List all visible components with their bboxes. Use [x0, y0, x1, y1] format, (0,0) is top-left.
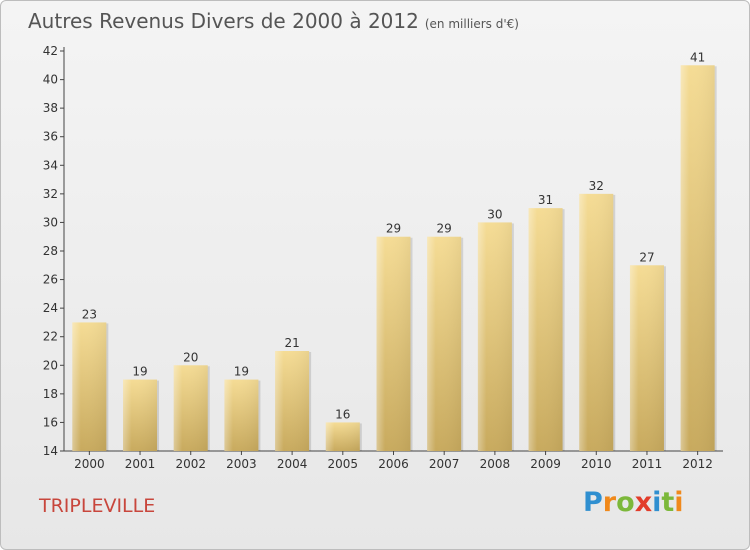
bar-highlight	[325, 422, 360, 451]
value-label-2012: 41	[690, 50, 705, 64]
y-tick-label: 42	[43, 44, 58, 58]
y-tick-label: 36	[43, 130, 58, 144]
value-label-2009: 31	[538, 193, 553, 207]
x-tick-label-2007: 2007	[429, 457, 460, 471]
bar-highlight	[275, 351, 310, 451]
bar-highlight	[224, 379, 259, 451]
y-tick-label: 16	[43, 415, 58, 429]
x-tick-label-2001: 2001	[125, 457, 156, 471]
bars	[72, 65, 717, 452]
town-name: TRIPLEVILLE	[39, 495, 156, 517]
x-tick-label-2004: 2004	[277, 457, 308, 471]
bar-highlight	[123, 379, 158, 451]
value-label-2006: 29	[386, 222, 401, 236]
y-tick-label: 38	[43, 101, 58, 115]
bar-highlight	[173, 365, 208, 451]
x-tick-label-2003: 2003	[226, 457, 257, 471]
value-label-2003: 19	[234, 365, 249, 379]
proxiti-logo[interactable]: Proxiti	[583, 487, 684, 518]
y-tick-label: 18	[43, 387, 58, 401]
logo-letter: x	[634, 487, 653, 518]
x-tick-label-2002: 2002	[175, 457, 206, 471]
y-tick-label: 20	[43, 358, 58, 372]
value-label-2000: 23	[82, 307, 97, 321]
y-tick-label: 28	[43, 244, 58, 258]
bar-highlight	[376, 236, 411, 451]
logo-letter: o	[616, 487, 635, 518]
y-tick-label: 14	[43, 444, 58, 458]
logo-letter: i	[674, 487, 684, 518]
y-tick-label: 30	[43, 215, 58, 229]
x-tick-label-2009: 2009	[530, 457, 561, 471]
x-tick-label-2010: 2010	[581, 457, 612, 471]
bar-highlight	[629, 265, 664, 451]
value-label-2010: 32	[589, 179, 604, 193]
value-labels: 23 2000 19 2001 20 2002 19 2003 21 2004 16 2005 29 20…	[74, 50, 713, 471]
bar-highlight	[477, 222, 512, 451]
x-tick-label-2011: 2011	[632, 457, 663, 471]
bar-highlight	[528, 208, 563, 451]
y-tick-label: 22	[43, 330, 58, 344]
value-label-2011: 27	[639, 250, 654, 264]
logo-letter: P	[583, 487, 603, 518]
x-tick-label-2006: 2006	[378, 457, 409, 471]
y-tick-label: 34	[43, 158, 58, 172]
x-tick-label-2012: 2012	[682, 457, 713, 471]
chart-title: Autres Revenus Divers de 2000 à 2012 (en …	[28, 9, 519, 33]
subtitle-text: (en milliers d'€)	[424, 17, 519, 31]
value-label-2005: 16	[335, 407, 350, 421]
x-tick-label-2005: 2005	[328, 457, 359, 471]
x-tick-label-2008: 2008	[480, 457, 511, 471]
value-label-2002: 20	[183, 350, 198, 364]
bar-highlight	[579, 193, 614, 451]
value-label-2001: 19	[132, 365, 147, 379]
value-label-2008: 30	[487, 207, 502, 221]
bar-highlight	[72, 322, 107, 451]
y-tick-label: 32	[43, 187, 58, 201]
value-label-2007: 29	[437, 222, 452, 236]
axes: 14 16 18 20 22 24 26 28 30 32 34 36 38 40 42	[43, 44, 723, 458]
x-tick-label-2000: 2000	[74, 457, 105, 471]
bar-highlight	[680, 65, 715, 452]
logo-letter: r	[602, 487, 617, 518]
y-tick-label: 24	[43, 301, 58, 315]
y-tick-label: 26	[43, 273, 58, 287]
bar-highlight	[427, 236, 462, 451]
title-text: Autres Revenus Divers de 2000 à 2012	[28, 9, 419, 33]
value-label-2004: 21	[284, 336, 299, 350]
logo-letter: t	[661, 487, 675, 518]
logo-letter: i	[652, 487, 662, 518]
y-tick-label: 40	[43, 73, 58, 87]
